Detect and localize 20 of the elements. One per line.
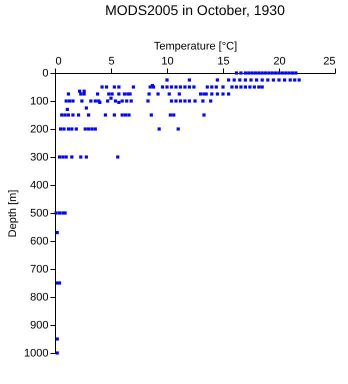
y-tick-label: 600 [30,236,48,248]
y-tick-label: 0 [42,68,48,80]
y-tick-label: 700 [30,264,48,276]
x-tick-label: 0 [56,56,62,68]
y-tick-label: 1000 [24,348,48,360]
x-axis-title: Temperature [°C] [154,40,238,52]
y-axis-title: Depth [m] [7,190,20,238]
y-tick-label: 400 [30,180,48,192]
x-tick-label: 5 [108,56,115,68]
chart-title: MODS2005 in October, 1930 [105,2,286,18]
x-tick-label: 10 [161,56,174,68]
x-tick-label: 25 [323,56,336,68]
y-tick-label: 800 [30,292,48,304]
y-tick-label: 500 [30,208,48,220]
x-tick-label: 15 [217,56,230,68]
y-tick-label: 200 [30,124,48,136]
y-tick-label: 100 [30,96,48,108]
x-tick-label: 20 [273,56,286,68]
y-tick-label: 300 [30,152,48,164]
y-tick-label: 900 [30,320,48,332]
